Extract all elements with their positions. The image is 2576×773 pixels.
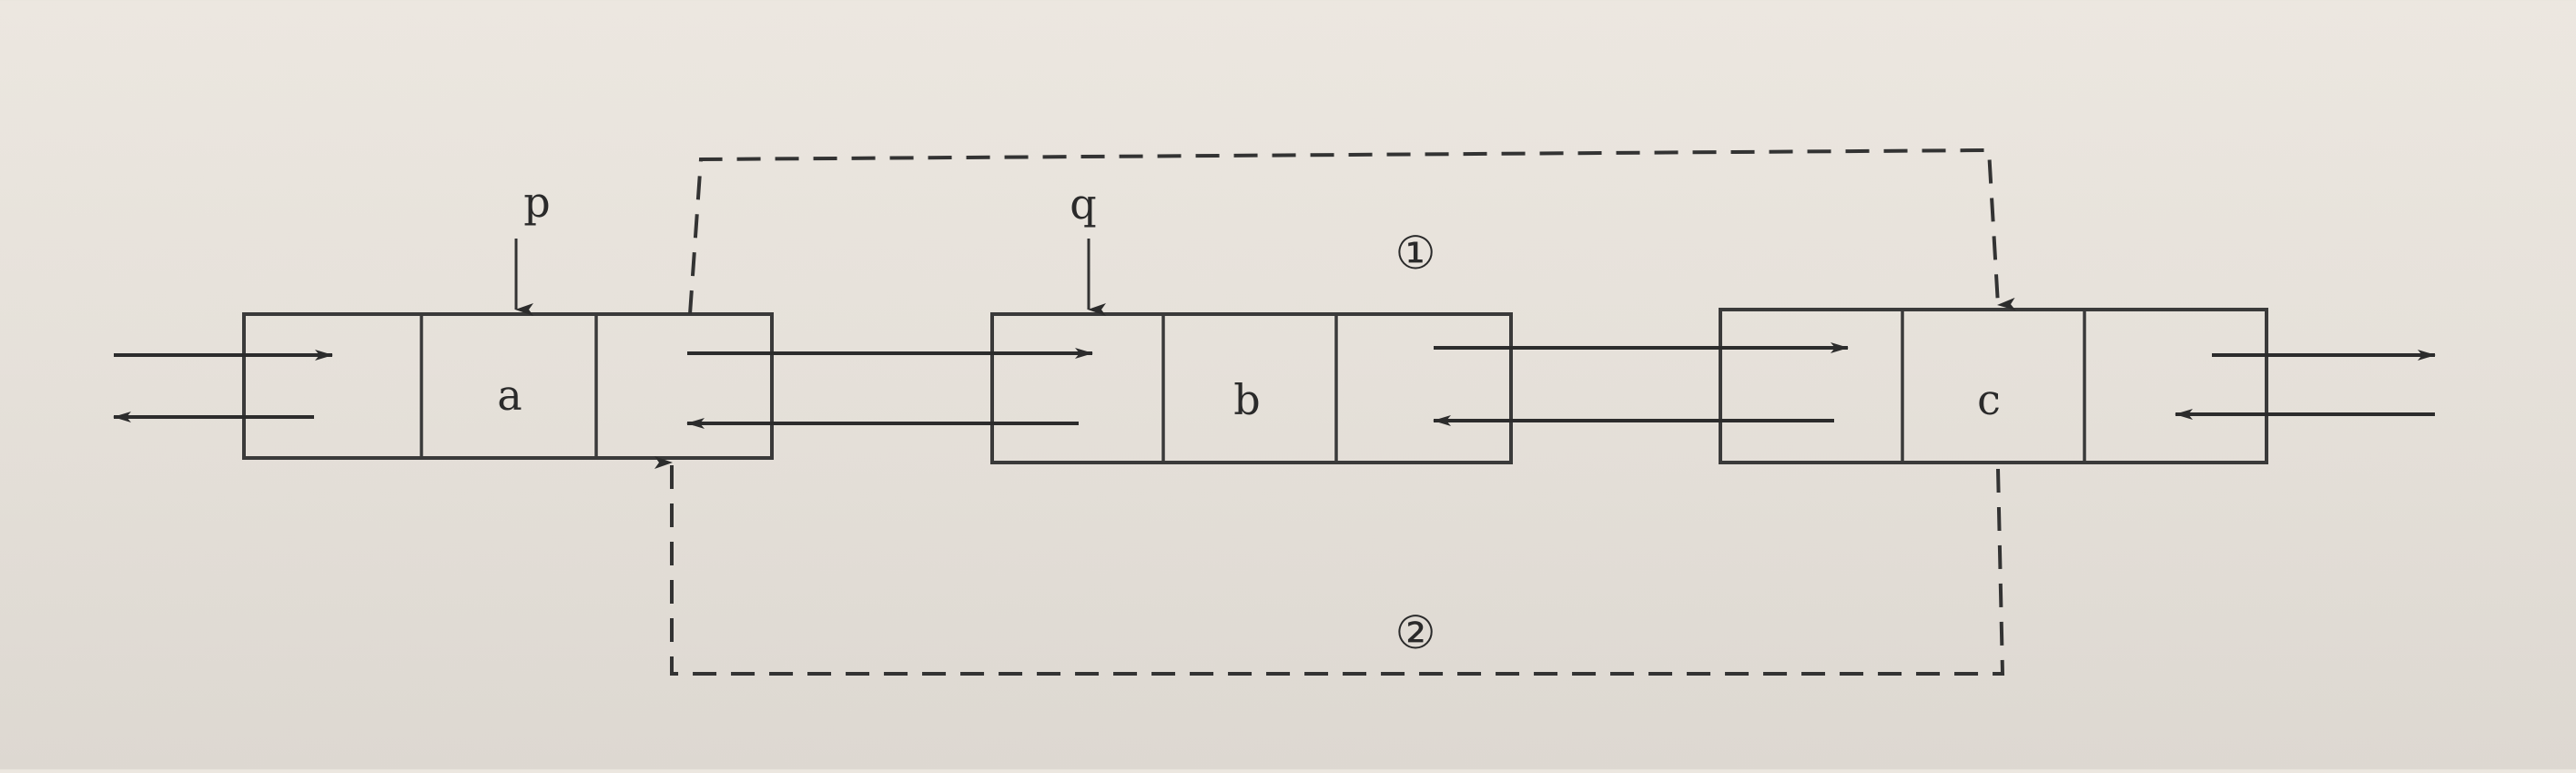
dashed-link-step-1 (688, 147, 2016, 315)
node-b-box (990, 312, 1513, 464)
pointer-q: q (1070, 179, 1106, 316)
pointer-p-label: p (523, 178, 550, 227)
node-a-label: a (497, 371, 522, 420)
node-a: a (242, 312, 774, 460)
pointer-p: p (514, 178, 551, 316)
node-b-label: b (1233, 375, 1260, 424)
dashed-link-step-2 (654, 456, 2005, 676)
node-b: b (990, 312, 1513, 464)
node-c: c (1719, 308, 2268, 464)
step-2-label: ② (1395, 606, 1436, 659)
node-a-box (242, 312, 774, 460)
node-c-box (1719, 308, 2268, 464)
step-1-label: ① (1395, 227, 1436, 280)
node-c-label: c (1977, 375, 2001, 424)
pointer-q-label: q (1070, 179, 1096, 229)
